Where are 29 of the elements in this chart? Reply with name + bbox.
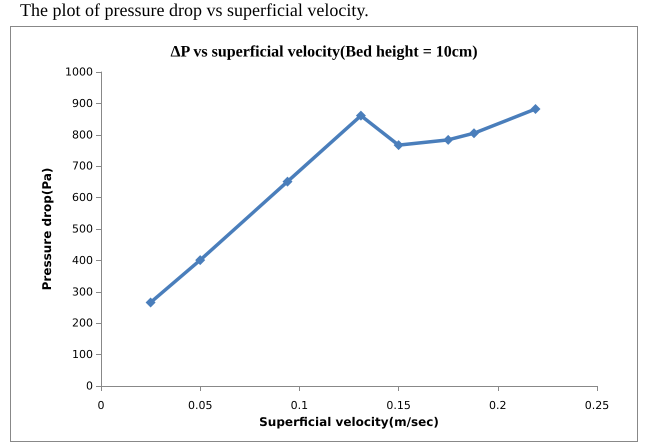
x-tick-label: 0	[98, 399, 104, 412]
x-tick-label: 0.2	[489, 399, 507, 412]
x-tick-label: 0.25	[584, 399, 610, 412]
point	[282, 176, 292, 187]
x-tick-label: 0.05	[188, 399, 212, 412]
y-tick-label: 700	[72, 160, 93, 173]
point	[146, 297, 156, 308]
point	[195, 255, 206, 266]
point	[443, 134, 454, 145]
point	[530, 104, 540, 114]
y-axis-title: Pressure drop(Pa)	[40, 168, 54, 290]
y-tick-label: 600	[72, 191, 93, 204]
point	[356, 110, 366, 121]
y-tick-label: 500	[72, 222, 93, 236]
point	[468, 128, 479, 138]
x-axis-title: Superficial velocity(m/sec)	[259, 414, 439, 429]
x-tick-label: 0.15	[386, 399, 411, 412]
y-tick-label: 0	[86, 380, 93, 392]
y-tick-label: 300	[72, 285, 93, 298]
y-tick-label: 1000	[65, 66, 93, 78]
x-tick-label: 0.1	[290, 399, 308, 412]
y-tick-label: 400	[72, 254, 93, 267]
chart-title: ΔP vs superficial velocity(Bed height = 10cm)	[170, 44, 478, 60]
y-tick-label: 100	[72, 348, 93, 362]
point	[394, 140, 404, 150]
y-tick-label: 800	[72, 128, 93, 142]
y-tick-label: 200	[72, 316, 93, 330]
text: The plot of pressure drop vs superficial velocity.	[20, 0, 369, 21]
y-tick-label: 900	[72, 96, 93, 110]
